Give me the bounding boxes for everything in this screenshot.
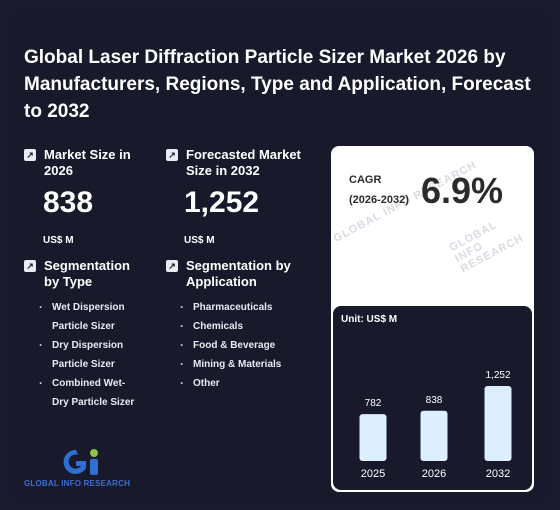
cagr-title: CAGR <box>349 174 382 186</box>
list-item: Dry Dispersion Particle Sizer <box>36 336 136 374</box>
forecast-size-label: Forecasted Market Size in 2032 <box>186 147 301 178</box>
forecast-size-value: 1,252 <box>184 186 260 219</box>
list-item: Chemicals <box>177 317 317 336</box>
list-item: Mining & Materials <box>177 355 317 374</box>
page-title: Global Laser Diffraction Particle Sizer … <box>24 47 531 122</box>
watermark: GLOBAL INFO RESEARCH <box>447 219 526 276</box>
x-tick-label: 2025 <box>361 468 385 480</box>
list-item: Wet Dispersion Particle Sizer <box>36 298 136 336</box>
segmentation-type-list: Wet Dispersion Particle SizerDry Dispers… <box>36 298 136 412</box>
segmentation-type-header: ↗ Segmentation by Type <box>24 258 134 290</box>
cagr-value: 6.9% <box>421 170 504 211</box>
arrow-icon: ↗ <box>24 149 36 161</box>
globalinfo-logo-icon <box>63 449 98 475</box>
x-tick-label: 2026 <box>422 468 446 480</box>
segmentation-application-list: PharmaceuticalsChemicalsFood & BeverageM… <box>177 298 317 393</box>
cagr-period: (2026-2032) <box>349 194 409 206</box>
bar-value-label: 782 <box>365 398 382 409</box>
segmentation-type-label: Segmentation by Type <box>44 258 130 289</box>
bar-chart-panel: Unit: US$ M 782 2025 838 2026 1,252 2032 <box>333 306 532 490</box>
list-item: Other <box>177 374 317 393</box>
forecast-size-header: ↗ Forecasted Market Size in 2032 <box>166 147 316 179</box>
segmentation-application-header: ↗ Segmentation by Application <box>166 258 296 290</box>
bar-2032 <box>484 386 512 461</box>
arrow-icon: ↗ <box>166 149 178 161</box>
arrow-icon: ↗ <box>166 260 178 272</box>
list-item: Food & Beverage <box>177 336 317 355</box>
market-size-value: 838 <box>43 186 94 219</box>
bar-value-label: 1,252 <box>485 370 510 381</box>
cagr-card: GLOBAL INFO RESEARCH GLOBAL INFO RESEARC… <box>331 146 534 492</box>
bar-2025 <box>359 414 387 461</box>
bar-chart: 782 2025 838 2026 1,252 2032 <box>359 370 512 480</box>
list-item: Combined Wet-Dry Particle Sizer <box>36 374 136 412</box>
market-size-label: Market Size in 2026 <box>44 147 131 178</box>
forecast-size-unit: US$ M <box>184 235 215 246</box>
chart-unit-label: Unit: US$ M <box>341 314 398 325</box>
segmentation-application-label: Segmentation by Application <box>186 258 291 289</box>
bar-value-label: 838 <box>426 395 443 406</box>
logo-text: GLOBAL INFO RESEARCH <box>24 479 131 488</box>
market-size-unit: US$ M <box>43 235 74 246</box>
market-size-header: ↗ Market Size in 2026 <box>24 147 144 179</box>
arrow-icon: ↗ <box>24 260 36 272</box>
cagr-label: CAGR (2026-2032) <box>349 170 409 210</box>
x-tick-label: 2032 <box>486 468 510 480</box>
list-item: Pharmaceuticals <box>177 298 317 317</box>
bar-2026 <box>420 410 448 461</box>
